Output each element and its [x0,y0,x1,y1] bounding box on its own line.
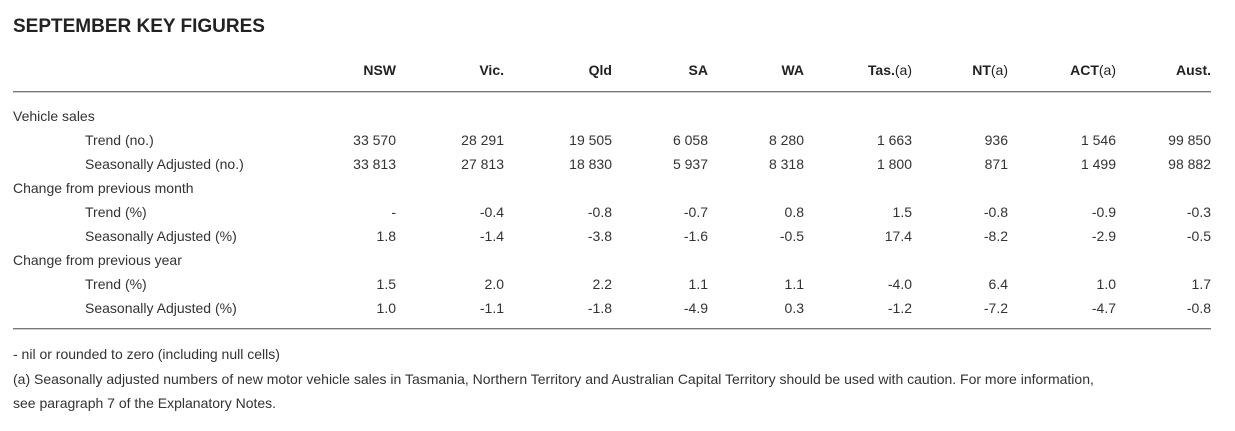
table-cell: 871 [984,156,1008,172]
table-cell: -0.3 [1186,204,1211,220]
row-label: Seasonally Adjusted (no.) [85,156,244,172]
table-cell: 5 937 [672,156,708,172]
table-cell: -7.2 [983,300,1008,316]
column-header-footnote-marker: (a) [894,62,912,78]
table-cell: 8 280 [768,132,804,148]
table-bottom-divider [13,328,1211,329]
table-row: Trend (no.) 33 570 28 291 19 505 6 058 8 280 1… [0,132,1235,156]
table-cell: -2.9 [1091,228,1116,244]
table-cell: -0.8 [587,204,612,220]
column-header-name: Vic. [479,62,504,78]
table-cell: 8 318 [768,156,804,172]
table-cell: 0.8 [784,204,804,220]
table-cell: -1.4 [479,228,504,244]
column-header: WA [781,62,804,78]
table-cell: 1.5 [892,204,912,220]
column-header: Vic. [479,62,504,78]
section-heading-row: Change from previous month [0,180,1235,204]
column-header-name: ACT [1070,62,1099,78]
table-cell: 1.1 [688,276,708,292]
table-cell: 1.7 [1191,276,1211,292]
table-row: Seasonally Adjusted (%) 1.0 -1.1 -1.8 -4.9 0.… [0,300,1235,324]
column-header-name: NT [972,62,991,78]
table-cell: 28 291 [461,132,504,148]
table-cell: 27 813 [461,156,504,172]
table-cell: 1.5 [376,276,396,292]
row-label: Trend (%) [85,276,147,292]
column-header-name: WA [781,62,804,78]
table-cell: 1.8 [376,228,396,244]
table-cell: -8.2 [983,228,1008,244]
table-cell: 18 830 [569,156,612,172]
row-label: Trend (%) [85,204,147,220]
column-header: NSW [363,62,396,78]
table-row: Trend (%) - -0.4 -0.8 -0.7 0.8 1.5 -0.8 -0.9 -0.3 [0,204,1235,228]
footnote-a-continued: see paragraph 7 of the Explanatory Notes… [13,395,277,411]
table-cell: -4.7 [1091,300,1116,316]
table-cell: -3.8 [587,228,612,244]
table-cell: -0.9 [1091,204,1116,220]
row-label: Trend (no.) [85,132,154,148]
table-cell: 0.3 [784,300,804,316]
footnote-a: (a) Seasonally adjusted numbers of new m… [13,371,1094,387]
table-cell: -0.8 [1186,300,1211,316]
column-header: NT(a) [972,62,1008,78]
table-cell: 1 546 [1080,132,1116,148]
column-header-footnote-marker: (a) [1098,62,1116,78]
column-header-footnote-marker: (a) [990,62,1008,78]
table-cell: -4.9 [683,300,708,316]
table-cell: -1.6 [683,228,708,244]
column-header: SA [689,62,708,78]
column-header-name: Aust. [1176,62,1211,78]
table-cell: -0.8 [983,204,1008,220]
footnote-nil: - nil or rounded to zero (including null… [13,346,280,362]
row-label: Change from previous year [13,252,182,268]
table-row: Trend (%) 1.5 2.0 2.2 1.1 1.1 -4.0 6.4 1.0 1.7 [0,276,1235,300]
table-cell: -0.7 [683,204,708,220]
header-divider [13,91,1211,92]
table-cell: 33 813 [353,156,396,172]
table-cell: -0.4 [479,204,504,220]
table-cell: 1 663 [876,132,912,148]
table-cell: 936 [984,132,1008,148]
column-header: ACT(a) [1070,62,1116,78]
table-cell: 33 570 [353,132,396,148]
table-cell: -0.5 [779,228,804,244]
table-cell: 98 882 [1168,156,1211,172]
table-cell: 1 499 [1080,156,1116,172]
section-heading-row: Vehicle sales [0,108,1235,132]
page-title: SEPTEMBER KEY FIGURES [13,16,265,37]
table-row: Seasonally Adjusted (%) 1.8 -1.4 -3.8 -1.6 -0… [0,228,1235,252]
table-cell: -1.2 [887,300,912,316]
table-cell: 1.1 [784,276,804,292]
column-header-name: Tas. [867,62,895,78]
column-header-name: SA [688,62,708,78]
table-cell: 19 505 [569,132,612,148]
table-cell: 6 058 [672,132,708,148]
table-cell: - [391,204,396,220]
column-header: Aust. [1176,62,1211,78]
table-cell: 1.0 [1096,276,1116,292]
column-header: Qld [589,62,612,78]
table-row: Seasonally Adjusted (no.) 33 813 27 813 18 … [0,156,1235,180]
table-cell: -4.0 [887,276,912,292]
table-cell: 1.0 [376,300,396,316]
row-label: Vehicle sales [13,108,95,124]
column-header-name: Qld [588,62,612,78]
table-cell: -0.5 [1186,228,1211,244]
table-cell: 2.0 [484,276,504,292]
column-header: Tas.(a) [868,62,912,78]
table-cell: 17.4 [884,228,912,244]
table-cell: 99 850 [1168,132,1211,148]
table-cell: 1 800 [876,156,912,172]
row-label: Seasonally Adjusted (%) [85,228,237,244]
section-heading-row: Change from previous year [0,252,1235,276]
table-cell: 2.2 [592,276,612,292]
table-cell: -1.1 [479,300,504,316]
table-cell: 6.4 [988,276,1008,292]
row-label: Seasonally Adjusted (%) [85,300,237,316]
column-header-name: NSW [363,62,396,78]
row-label: Change from previous month [13,180,194,196]
table-cell: -1.8 [587,300,612,316]
